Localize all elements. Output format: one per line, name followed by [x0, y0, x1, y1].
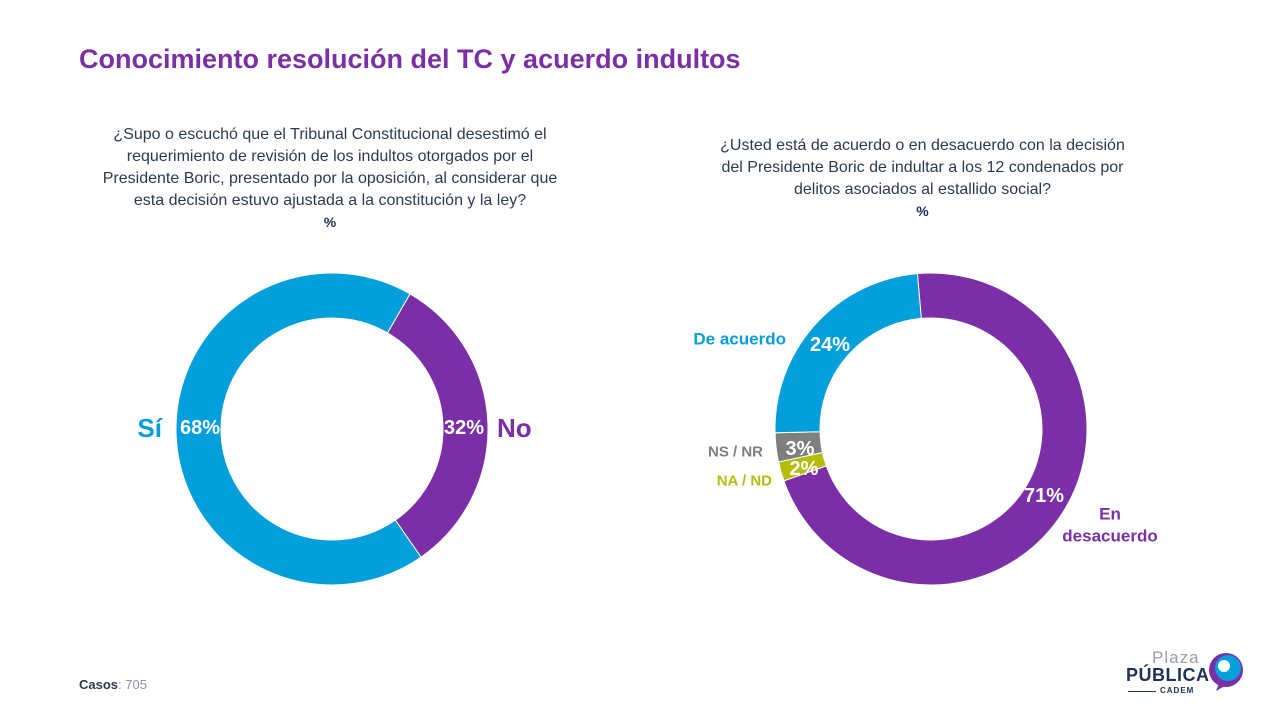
category-label-de-acuerdo: De acuerdo — [693, 330, 786, 349]
slice-de-acuerdo — [774, 273, 922, 434]
sample-size: Casos: 705 — [79, 677, 147, 692]
question-2-text: ¿Usted está de acuerdo o en desacuerdo c… — [720, 137, 1125, 198]
sample-size-value: : 705 — [118, 677, 147, 692]
data-label-en-desacuerdo: 71% — [1024, 485, 1064, 507]
data-label-ns-nr: 3% — [786, 438, 815, 460]
logo-plaza-text: Plaza — [1152, 648, 1200, 667]
question-1: ¿Supo o escuchó que el Tribunal Constitu… — [60, 124, 600, 232]
category-label-si: Sí — [137, 413, 162, 443]
logo-publica-text: PÚBLICA — [1126, 665, 1210, 685]
data-label-no: 32% — [444, 417, 484, 439]
category-label-en-desacuerdo: En — [1099, 505, 1121, 524]
question-1-unit: % — [323, 214, 337, 230]
category-label-en-desacuerdo: desacuerdo — [1062, 527, 1157, 546]
data-label-si: 68% — [180, 417, 220, 439]
logo-divider — [1128, 691, 1156, 692]
slice-si — [175, 272, 422, 586]
category-label-ns-nr: NS / NR — [708, 444, 763, 461]
speech-bubble-icon — [1209, 653, 1243, 691]
question-2-unit: % — [916, 203, 929, 219]
plaza-publica-cadem-logo: Plaza PÚBLICA CADEM — [1120, 648, 1250, 698]
slice-en-desacuerdo — [783, 272, 1088, 586]
page-title: Conocimiento resolución del TC y acuerdo… — [79, 44, 741, 74]
slice-no — [386, 293, 489, 558]
sample-size-label: Casos — [79, 677, 119, 692]
question-2: ¿Usted está de acuerdo o en desacuerdo c… — [650, 135, 1195, 221]
logo-cadem-text: CADEM — [1160, 686, 1195, 695]
category-label-no: No — [497, 413, 532, 443]
question-1-text: ¿Supo o escuchó que el Tribunal Constitu… — [102, 126, 558, 209]
data-label-na-nd: 2% — [790, 458, 819, 480]
data-label-de-acuerdo: 24% — [810, 334, 850, 356]
category-label-na-nd: NA / ND — [717, 473, 772, 490]
